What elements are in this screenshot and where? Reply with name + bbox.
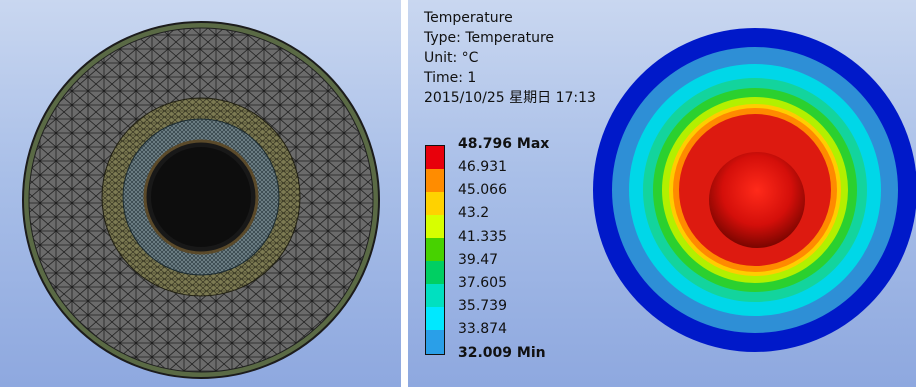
legend-swatch	[426, 215, 444, 239]
contour-core	[709, 152, 805, 248]
temperature-contour	[593, 28, 916, 352]
color-legend: 48.796 Max 46.931 45.066 43.2 41.335 39.…	[416, 133, 606, 365]
legend-label: 37.605	[458, 275, 507, 291]
legend-swatch	[426, 146, 444, 170]
legend-swatch	[426, 169, 444, 193]
legend-color-bar	[425, 145, 445, 355]
result-viewport[interactable]: Temperature Type: Temperature Unit: °C T…	[408, 0, 916, 387]
result-unit: Unit: °C	[424, 50, 479, 66]
legend-swatch	[426, 307, 444, 331]
legend-label: 46.931	[458, 159, 507, 175]
result-type: Type: Temperature	[424, 30, 555, 46]
legend-swatch	[426, 330, 444, 354]
legend-swatch	[426, 284, 444, 308]
mesh-model	[22, 21, 380, 379]
mesh-viewport[interactable]	[0, 0, 401, 387]
legend-label: 45.066	[458, 182, 507, 198]
legend-min-label: 32.009 Min	[458, 345, 546, 361]
legend-label: 43.2	[458, 205, 490, 221]
mesh-core-center	[151, 147, 251, 247]
result-time: Time: 1	[424, 70, 477, 86]
legend-label: 41.335	[458, 229, 507, 245]
result-title: Temperature	[424, 10, 513, 26]
legend-swatch	[426, 261, 444, 285]
result-info-block: Temperature Type: Temperature Unit: °C T…	[424, 8, 596, 108]
legend-swatch	[426, 238, 444, 262]
legend-label: 33.874	[458, 321, 507, 337]
legend-swatch	[426, 192, 444, 216]
legend-label: 35.739	[458, 298, 507, 314]
legend-max-label: 48.796 Max	[458, 136, 550, 152]
result-datetime: 2015/10/25 星期日 17:13	[424, 90, 596, 106]
legend-label: 39.47	[458, 252, 499, 268]
